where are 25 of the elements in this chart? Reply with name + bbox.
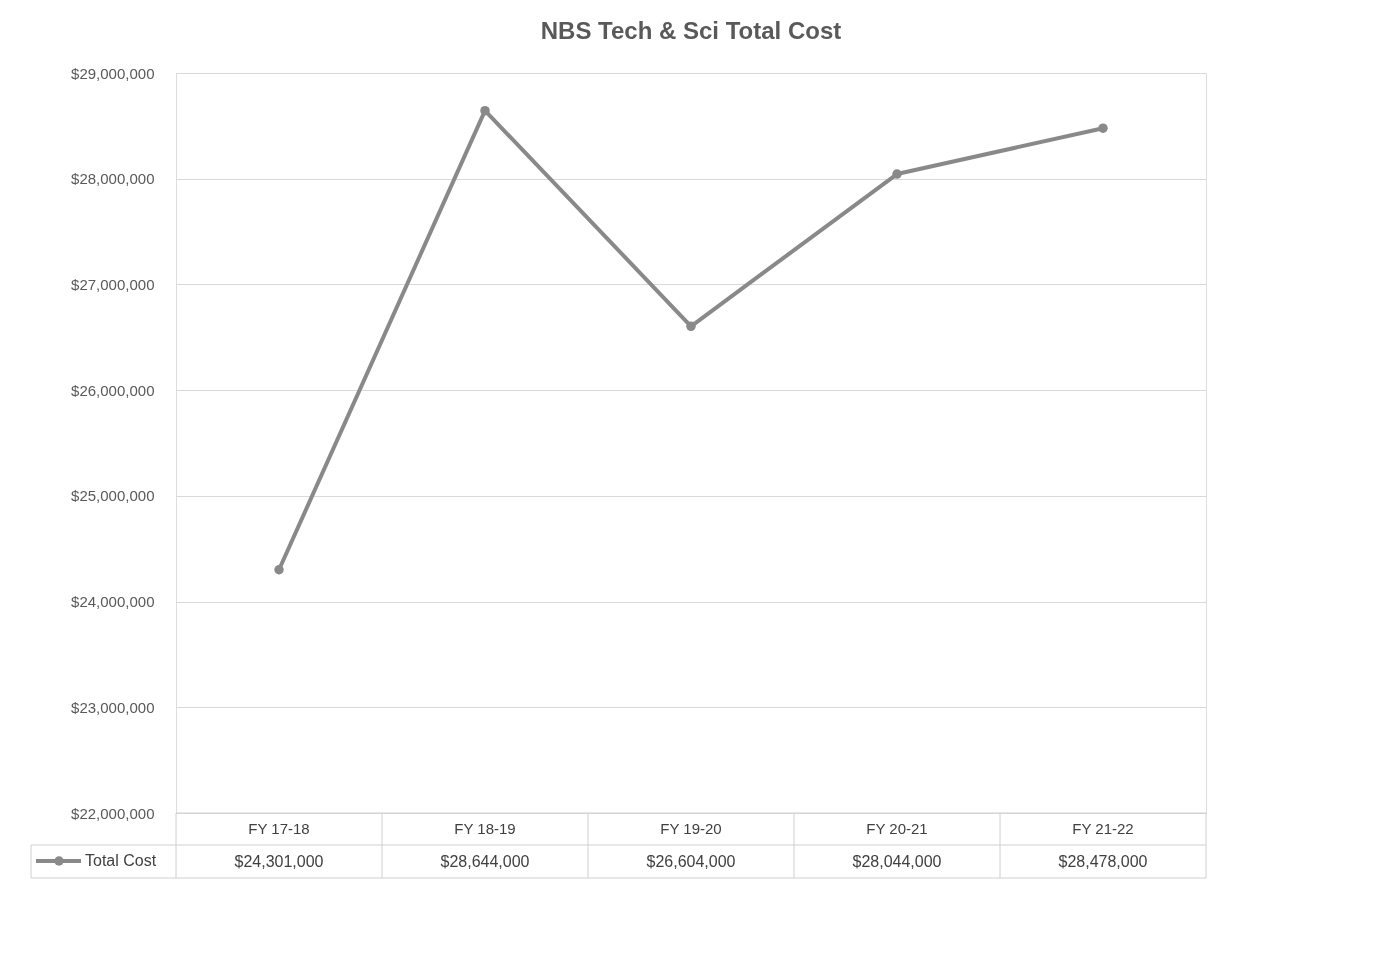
- point: [274, 565, 284, 575]
- y-tick-label: $28,000,000: [71, 170, 155, 188]
- data-label: $28,478,000: [1058, 853, 1148, 870]
- y-tick-label: $23,000,000: [71, 698, 155, 716]
- legend-label: Total Cost: [85, 852, 157, 869]
- chart-title: NBS Tech & Sci Total Cost: [540, 17, 842, 44]
- y-tick-label: $26,000,000: [71, 381, 155, 399]
- y-tick-label: $22,000,000: [71, 804, 155, 822]
- point: [480, 105, 490, 116]
- data-label: $28,044,000: [852, 853, 942, 870]
- point: [1098, 123, 1108, 133]
- x-tick-label: FY 17-18: [248, 819, 310, 837]
- y-tick-label: $29,000,000: [71, 64, 155, 82]
- data-label: $28,644,000: [440, 853, 530, 870]
- data-label: $24,301,000: [234, 853, 324, 870]
- x-tick-label: FY 18-19: [454, 819, 516, 837]
- x-tick-label: FY 21-22: [1072, 819, 1134, 837]
- data-label: $26,604,000: [646, 853, 736, 870]
- y-tick-label: $25,000,000: [71, 487, 155, 505]
- x-tick-label: FY 20-21: [866, 819, 928, 837]
- x-tick-label: FY 19-20: [660, 819, 722, 837]
- y-tick-label: $27,000,000: [71, 275, 155, 293]
- point: [686, 321, 696, 332]
- point: [892, 169, 902, 179]
- y-tick-label: $24,000,000: [71, 593, 155, 611]
